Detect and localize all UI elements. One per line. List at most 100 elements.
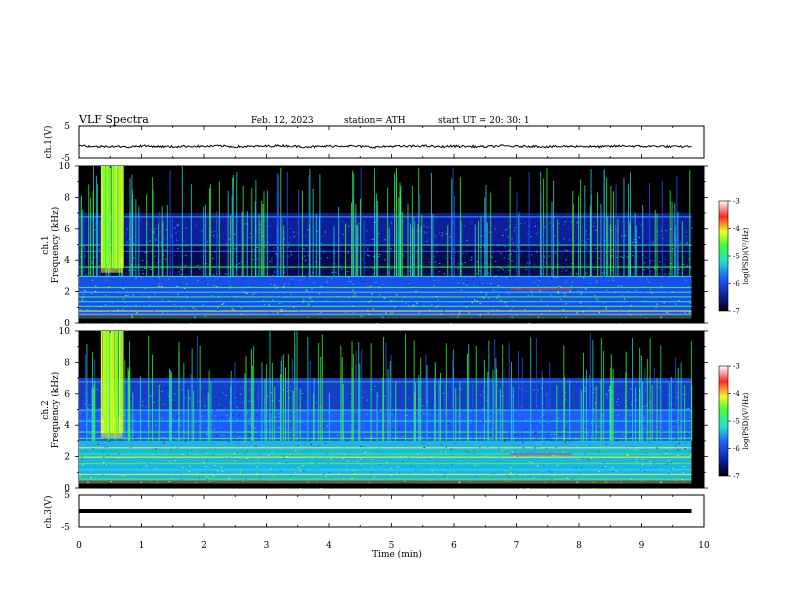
spectrogram-speckle bbox=[457, 268, 459, 270]
spectrogram-speckle bbox=[264, 404, 267, 406]
spectrogram-speckle bbox=[408, 283, 410, 285]
spectrogram-speckle bbox=[445, 451, 447, 453]
spectrogram-speckle bbox=[152, 307, 154, 309]
spectrogram-speckle bbox=[365, 262, 367, 264]
spectrogram-speckle bbox=[296, 222, 299, 224]
spectrogram-speckle bbox=[511, 260, 513, 262]
spectrogram-speckle bbox=[362, 280, 364, 282]
spectrogram-speckle bbox=[676, 397, 679, 399]
spectrogram-speckle bbox=[443, 273, 446, 275]
spectrogram-speckle bbox=[186, 283, 188, 285]
spectrogram-speckle bbox=[336, 481, 339, 483]
spectrogram-speckle bbox=[549, 470, 552, 472]
spectrogram-speckle bbox=[207, 272, 210, 274]
spectrogram-speckle bbox=[245, 478, 247, 480]
spectrogram-speckle bbox=[471, 302, 474, 304]
spectrogram-speckle bbox=[485, 294, 488, 296]
spectrogram-speckle bbox=[122, 282, 124, 284]
spectrogram-speckle bbox=[134, 464, 137, 466]
spectrogram-speckle bbox=[152, 468, 155, 470]
burst-streak bbox=[116, 166, 118, 269]
spectrogram-speckle bbox=[589, 444, 591, 446]
spectrogram-speckle bbox=[280, 470, 282, 472]
spectrogram-speckle bbox=[604, 465, 606, 467]
spectrogram-speckle bbox=[283, 457, 286, 459]
spectrogram-speckle bbox=[629, 449, 631, 451]
sferic-streak bbox=[418, 374, 420, 441]
spectrogram-speckle bbox=[220, 450, 223, 452]
spectrogram-speckle bbox=[153, 426, 156, 428]
sferic-streak bbox=[546, 391, 548, 441]
spectrogram-speckle bbox=[427, 458, 429, 460]
sferic-streak bbox=[617, 218, 619, 276]
spectrogram-speckle bbox=[423, 225, 425, 227]
spectrogram-speckle bbox=[293, 438, 295, 440]
spectrogram-speckle bbox=[367, 248, 369, 250]
spectrogram-speckle bbox=[497, 295, 500, 297]
burst-streak bbox=[110, 331, 112, 434]
spectrogram-speckle bbox=[168, 265, 170, 267]
spectrogram-speckle bbox=[494, 245, 496, 247]
spectrogram-speckle bbox=[565, 259, 567, 261]
spectrogram-speckle bbox=[514, 434, 516, 436]
spectrogram-speckle bbox=[291, 232, 294, 234]
spectrogram-speckle bbox=[422, 479, 424, 481]
spectrogram-speckle bbox=[186, 400, 188, 402]
spectrogram-speckle bbox=[642, 464, 644, 466]
spectrogram-speckle bbox=[392, 429, 395, 431]
spectrogram-speckle bbox=[436, 243, 439, 245]
spectrogram-speckle bbox=[280, 313, 283, 315]
sferic-streak bbox=[158, 211, 160, 276]
spectrogram-speckle bbox=[657, 476, 660, 478]
spectrogram-speckle bbox=[477, 463, 480, 465]
sferic-streak bbox=[399, 189, 401, 276]
spectrogram-speckle bbox=[458, 434, 461, 436]
spectrogram-speckle bbox=[235, 419, 238, 421]
spectrogram-speckle bbox=[337, 434, 339, 436]
spectrogram-speckle bbox=[112, 291, 115, 293]
spectrogram-speckle bbox=[87, 481, 89, 483]
spectrogram-speckle bbox=[466, 424, 468, 426]
sferic-streak bbox=[375, 193, 377, 276]
spectrogram-speckle bbox=[421, 405, 424, 407]
spectrogram-speckle bbox=[222, 301, 224, 303]
spectrogram-speckle bbox=[145, 406, 147, 408]
spectrogram-speckle bbox=[211, 231, 213, 233]
spectrogram-speckle bbox=[612, 280, 614, 282]
sferic-streak bbox=[135, 199, 137, 276]
sferic-streak bbox=[183, 362, 185, 441]
spectrogram-speckle bbox=[672, 479, 675, 481]
spectrogram-speckle bbox=[628, 301, 631, 303]
spectrogram-speckle bbox=[238, 415, 241, 417]
spectrogram-speckle bbox=[654, 401, 656, 403]
spectrogram-speckle bbox=[542, 317, 545, 319]
spectrogram-speckle bbox=[560, 286, 562, 288]
spectrogram-speckle bbox=[533, 267, 535, 269]
sferic-streak bbox=[93, 384, 95, 441]
spectrogram-speckle bbox=[189, 452, 192, 454]
spectrogram-speckle bbox=[297, 445, 299, 447]
spectrogram-speckle bbox=[347, 252, 349, 254]
spectrogram-speckle bbox=[360, 441, 362, 443]
spectrogram-speckle bbox=[637, 392, 640, 394]
colorbar-tick-label: -7 bbox=[733, 308, 740, 316]
spectrogram-speckle bbox=[564, 391, 567, 393]
spectrogram-speckle bbox=[311, 458, 313, 460]
spectrogram-speckle bbox=[686, 408, 688, 410]
spectrogram-speckle bbox=[391, 414, 394, 416]
spectrogram-speckle bbox=[404, 456, 406, 458]
spectrogram-speckle bbox=[212, 473, 214, 475]
spectrogram-speckle bbox=[571, 281, 574, 283]
spectrogram-speckle bbox=[117, 457, 119, 459]
spectrogram-speckle bbox=[335, 270, 337, 272]
spectrogram-speckle bbox=[206, 428, 208, 430]
spectrogram-speckle bbox=[331, 428, 334, 430]
spectrogram-speckle bbox=[296, 440, 299, 442]
spectrogram-speckle bbox=[665, 451, 668, 453]
spectrogram-speckle bbox=[619, 316, 622, 318]
sferic-streak bbox=[440, 372, 442, 441]
spectrogram-speckle bbox=[524, 269, 527, 271]
spectrogram-speckle bbox=[161, 309, 163, 311]
sferic-streak bbox=[580, 389, 582, 441]
spectrogram-speckle bbox=[435, 296, 438, 298]
